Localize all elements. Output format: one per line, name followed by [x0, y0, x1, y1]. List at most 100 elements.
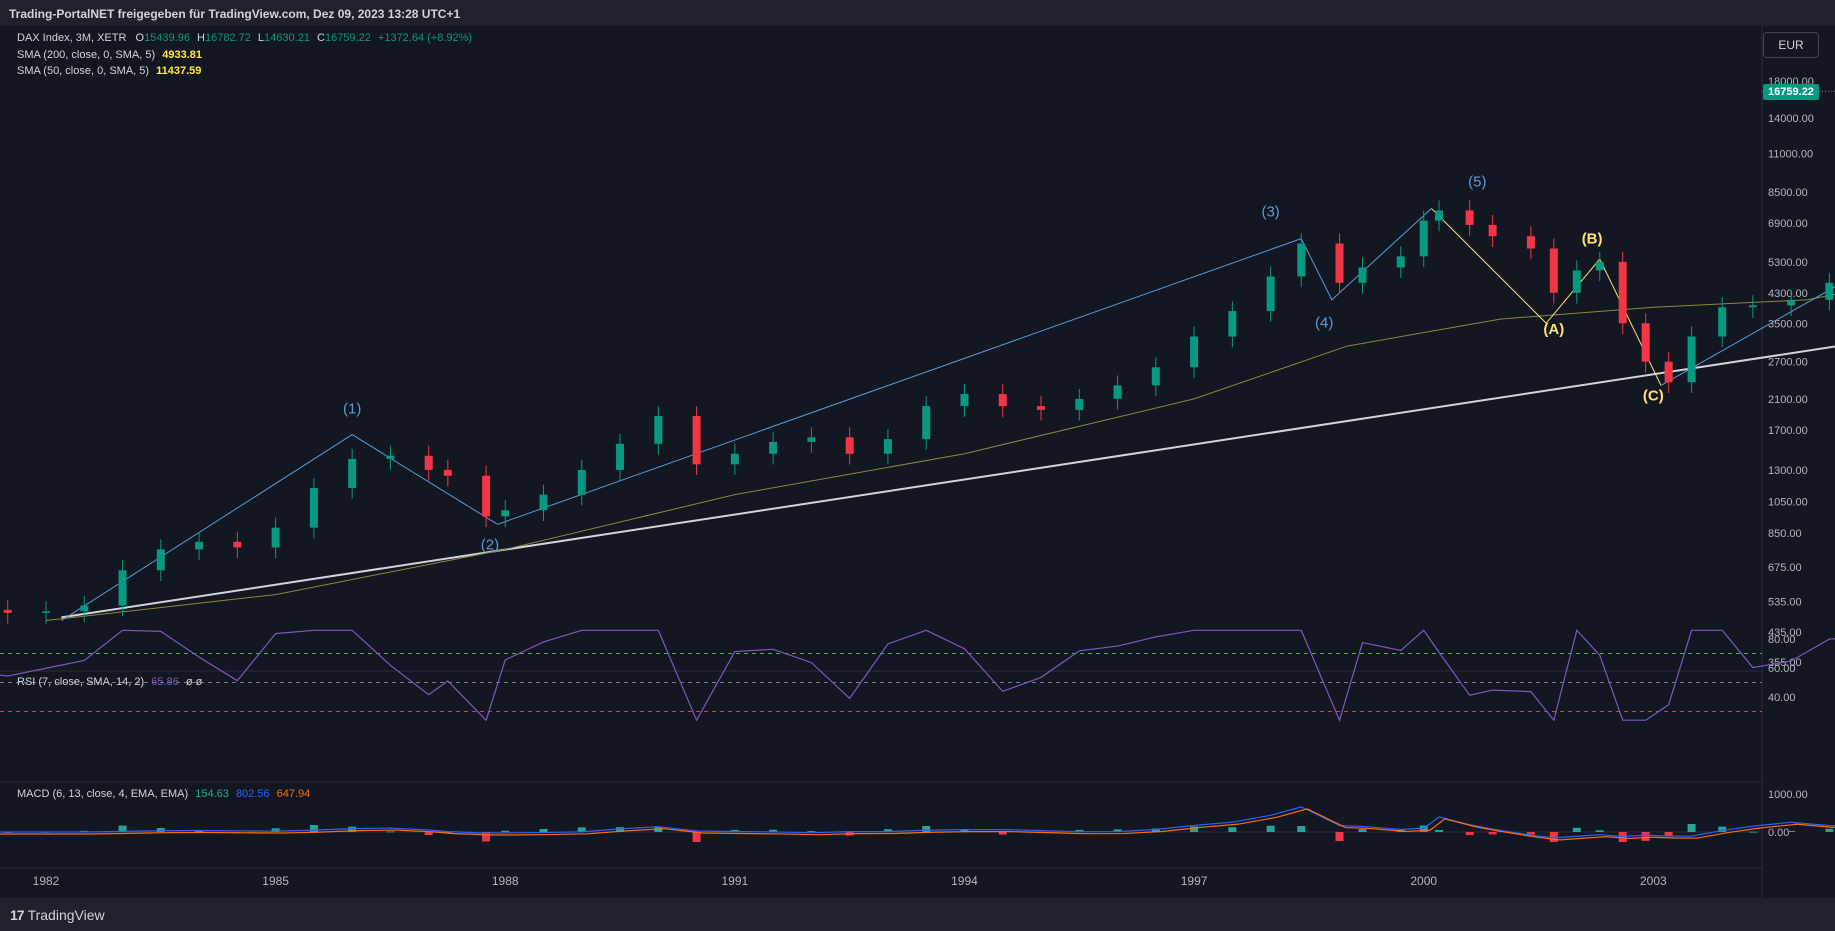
price-tick-label: 3500.00 — [1768, 318, 1808, 330]
macd-histogram-bar — [1297, 826, 1306, 832]
price-tick-label: 850.00 — [1768, 528, 1802, 540]
macd-histogram-bar — [1687, 824, 1696, 832]
low-value: 14630.21 — [264, 32, 310, 44]
macd-histogram-bar — [1266, 825, 1275, 832]
macd-histogram-bar — [1825, 828, 1834, 832]
macd-histogram-bar — [482, 832, 491, 842]
price-chart[interactable]: 18000.0014000.0011000.008500.006900.0053… — [0, 26, 1835, 898]
tradingview-brand[interactable]: 17 TradingView — [10, 907, 105, 923]
high-label: H — [197, 32, 205, 44]
macd-histogram-bar — [271, 828, 280, 832]
sma50-label: SMA (50, close, 0, SMA, 5) — [17, 65, 150, 77]
macd-histogram-bar — [998, 832, 1007, 835]
wave-label: (4) — [1315, 315, 1333, 332]
price-tick-label: 2100.00 — [1768, 394, 1808, 406]
price-tick-label: 5300.00 — [1768, 257, 1808, 269]
macd-histogram-bar — [1748, 831, 1757, 833]
candle-body — [883, 439, 892, 454]
candle-body — [1335, 243, 1344, 283]
macd-histogram-bar — [960, 829, 969, 832]
macd-histogram-bar — [501, 830, 510, 832]
candle-body — [577, 469, 586, 495]
candle-body — [271, 527, 280, 548]
macd-histogram-bar — [1075, 829, 1084, 832]
footer-bar: 17 TradingView — [0, 898, 1835, 931]
wave-label: (B) — [1582, 230, 1603, 247]
candle-body — [233, 541, 242, 548]
candle-body — [616, 443, 625, 470]
wave-label: (C) — [1643, 387, 1664, 404]
wave-label: (2) — [481, 536, 499, 553]
macd-line — [0, 806, 1835, 839]
macd-histogram-bar — [1641, 832, 1650, 841]
candle-body — [501, 510, 510, 517]
macd-label: MACD (6, 13, close, 4, EMA, EMA) — [17, 788, 189, 800]
macd-histogram-bar — [156, 828, 165, 832]
macd-histogram-bar — [309, 824, 318, 832]
candle-body — [1419, 220, 1428, 257]
low-label: L — [257, 32, 265, 44]
candle-body — [482, 475, 491, 517]
candle-body — [1297, 243, 1306, 277]
candle-body — [3, 609, 12, 613]
macd-histogram-bar — [1549, 832, 1558, 842]
macd-histogram-bar — [692, 832, 701, 842]
macd-histogram-bar — [1228, 827, 1237, 832]
price-tick-label: 11000.00 — [1768, 149, 1813, 161]
price-tick-label: 6900.00 — [1768, 218, 1808, 230]
time-tick-label: 1997 — [1181, 874, 1208, 888]
high-value: 16782.72 — [204, 32, 251, 44]
lower-channel-line — [61, 345, 1835, 619]
time-tick-label: 1985 — [262, 874, 289, 888]
candle-body — [1037, 406, 1046, 410]
candle-body — [424, 455, 433, 470]
rsi-line — [0, 629, 1835, 722]
candle-body — [1435, 210, 1444, 221]
sma200-legend: SMA (200, close, 0, SMA, 5) 4933.81 — [17, 49, 202, 61]
brand-name: TradingView — [27, 907, 105, 923]
rsi-legend: RSI (7, close, SMA, 14, 2) 65.86 ø ø — [17, 676, 202, 688]
time-tick-label: 2000 — [1410, 874, 1437, 888]
sma50-line — [45, 293, 1835, 622]
change-value: +1372.64 (+8.92%) — [377, 32, 473, 44]
sma50-value: 11437.59 — [156, 65, 202, 77]
macd-histogram-bar — [1488, 832, 1497, 835]
time-tick-label: 1994 — [951, 874, 978, 888]
sma50-legend: SMA (50, close, 0, SMA, 5) 11437.59 — [17, 65, 201, 77]
time-tick-label: 1982 — [33, 874, 60, 888]
candle-body — [1572, 270, 1581, 293]
price-tick-label: 1300.00 — [1768, 465, 1808, 477]
currency-button[interactable]: EUR — [1763, 32, 1819, 58]
rsi-extra: ø ø — [185, 676, 203, 688]
candle-body — [156, 549, 165, 571]
candle-body — [386, 455, 395, 459]
macd-histogram-bar — [348, 826, 357, 832]
macd-histogram-bar — [577, 827, 586, 832]
macd-histogram-bar — [424, 832, 433, 835]
time-tick-label: 1988 — [492, 874, 519, 888]
candle-body — [1825, 282, 1834, 300]
sma200-value: 4933.81 — [162, 49, 202, 61]
candle-body — [1718, 307, 1727, 337]
macd-hist-value: 647.94 — [276, 788, 311, 800]
candle-body — [195, 541, 204, 550]
open-value: 15439.96 — [144, 32, 190, 44]
macd-histogram-bar — [386, 831, 395, 833]
candle-body — [1358, 267, 1367, 283]
price-tick-label: 1700.00 — [1768, 425, 1808, 437]
candle-body — [1151, 367, 1160, 386]
price-tick-label: 535.00 — [1768, 596, 1802, 608]
candle-body — [1618, 261, 1627, 324]
macd-histogram-bar — [1465, 832, 1474, 836]
time-tick-label: 2003 — [1640, 874, 1667, 888]
candle-body — [1228, 311, 1237, 337]
rsi-tick-label: 60.00 — [1768, 663, 1796, 675]
sma200-label: SMA (200, close, 0, SMA, 5) — [17, 49, 156, 61]
wave-label: (1) — [343, 401, 361, 418]
candle-body — [1266, 276, 1275, 312]
candle-body — [692, 416, 701, 465]
candle-body — [1488, 224, 1497, 237]
price-tick-label: 4300.00 — [1768, 288, 1808, 300]
candle-body — [1549, 248, 1558, 293]
macd-histogram-bar — [1113, 829, 1122, 832]
